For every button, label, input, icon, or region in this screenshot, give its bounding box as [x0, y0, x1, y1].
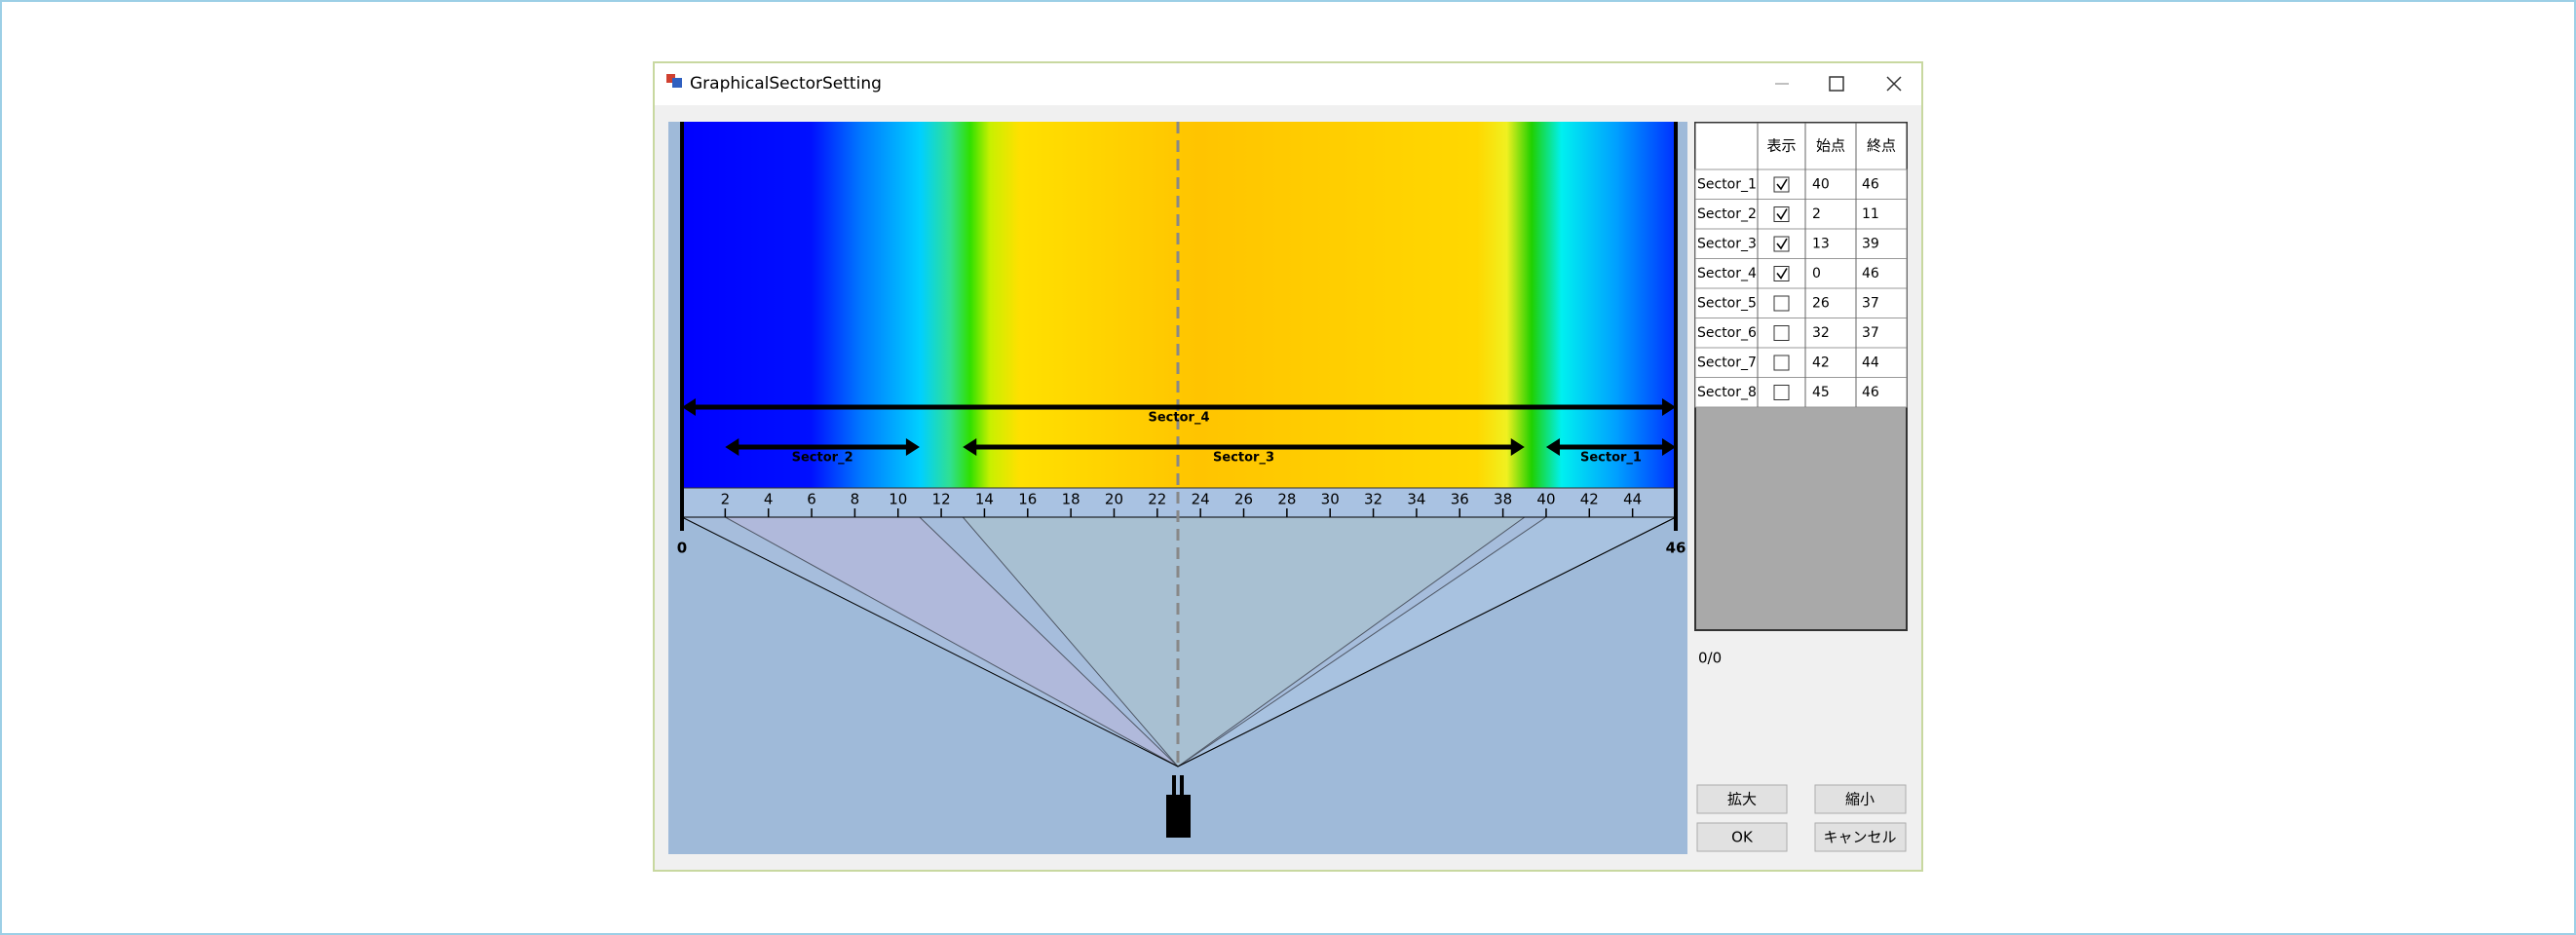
- end-cell: 46: [1862, 176, 1879, 192]
- arrow-head: [1545, 438, 1560, 456]
- check-mark: [1776, 238, 1788, 250]
- table-row: [1694, 287, 1908, 318]
- sector-name: Sector_7: [1697, 355, 1757, 370]
- window-title: GraphicalSectorSetting: [690, 74, 882, 94]
- column-header: 始点: [1816, 137, 1845, 155]
- arrow-head: [1662, 398, 1676, 416]
- maximize-button[interactable]: [1829, 76, 1844, 92]
- end-cell: 11: [1862, 206, 1879, 222]
- tick-label: 12: [932, 491, 951, 508]
- title-bar: [655, 63, 1921, 105]
- sector-name: Sector_2: [1697, 206, 1757, 222]
- arrow-head: [682, 398, 696, 416]
- button-label: 拡大: [1727, 791, 1757, 808]
- button-label: 縮小: [1845, 791, 1875, 808]
- tick-label: 16: [1018, 491, 1037, 508]
- arrow-head: [1510, 438, 1525, 456]
- column-header: 終点: [1867, 137, 1896, 155]
- sector-table: 表示 始点 終点 Sector_1 40 46 Sector_2 2 11 Sector_3 13 3…: [1694, 122, 1908, 408]
- tick-label: 10: [889, 491, 907, 508]
- start-cell: 32: [1812, 325, 1830, 341]
- table-row: [1694, 318, 1908, 349]
- column-header: 表示: [1766, 137, 1796, 155]
- end-cell: 46: [1862, 385, 1879, 400]
- sector-label: Sector_3: [1213, 451, 1274, 466]
- tick-label: 42: [1580, 491, 1599, 508]
- tick-label: 6: [807, 491, 816, 508]
- tick-label: 34: [1407, 491, 1425, 508]
- sector-name: Sector_8: [1697, 385, 1757, 400]
- tick-label: 30: [1321, 491, 1340, 508]
- end-cell: 44: [1862, 355, 1879, 370]
- end-cell: 39: [1862, 236, 1879, 251]
- start-cell: 0: [1812, 266, 1821, 281]
- check-mark: [1776, 208, 1788, 220]
- sector-label: Sector_4: [1149, 411, 1210, 426]
- sector-name: Sector_5: [1697, 295, 1757, 311]
- arrow-head: [725, 438, 739, 456]
- table-row: [1694, 347, 1908, 378]
- sector-name: Sector_1: [1697, 176, 1757, 192]
- table-row: [1694, 258, 1908, 289]
- tick-label: 44: [1623, 491, 1642, 508]
- axis-end-label: 0: [677, 540, 687, 557]
- start-cell: 13: [1812, 236, 1830, 251]
- tick-label: 2: [721, 491, 731, 508]
- tick-label: 14: [975, 491, 994, 508]
- button-label: キャンセル: [1823, 829, 1896, 846]
- tick-label: 40: [1536, 491, 1555, 508]
- arrow-head: [1662, 438, 1676, 456]
- cancel-button[interactable]: キャンセル: [1814, 822, 1907, 852]
- status-text: 0/0: [1698, 650, 1722, 667]
- tick-label: 8: [851, 491, 860, 508]
- zoom-out-button[interactable]: 縮小: [1814, 784, 1907, 814]
- app-icon: [666, 74, 682, 88]
- sector-label: Sector_2: [792, 451, 853, 466]
- tick-label: 24: [1192, 491, 1210, 508]
- zoom-in-button[interactable]: 拡大: [1696, 784, 1788, 814]
- tick-label: 26: [1234, 491, 1253, 508]
- sector-label: Sector_1: [1580, 451, 1642, 466]
- start-cell: 2: [1812, 206, 1821, 222]
- start-cell: 45: [1812, 385, 1830, 400]
- tick-label: 4: [764, 491, 774, 508]
- sector-name: Sector_3: [1697, 236, 1757, 251]
- table-row: [1694, 199, 1908, 230]
- tick-label: 20: [1105, 491, 1123, 508]
- start-cell: 42: [1812, 355, 1830, 370]
- checkbox[interactable]: [1773, 355, 1790, 371]
- start-cell: 26: [1812, 295, 1830, 311]
- arrow-head: [963, 438, 977, 456]
- tick-label: 32: [1364, 491, 1383, 508]
- button-label: OK: [1731, 829, 1754, 846]
- checkbox[interactable]: [1773, 385, 1790, 400]
- end-cell: 46: [1862, 266, 1879, 281]
- close-button[interactable]: [1886, 76, 1902, 92]
- end-cell: 37: [1862, 325, 1879, 341]
- tick-label: 36: [1451, 491, 1469, 508]
- end-cell: 37: [1862, 295, 1879, 311]
- ok-button[interactable]: OK: [1696, 822, 1788, 852]
- heatmap: [682, 122, 1676, 488]
- tick-label: 18: [1062, 491, 1080, 508]
- check-mark: [1776, 268, 1788, 280]
- start-cell: 40: [1812, 176, 1830, 192]
- table-header: [1694, 122, 1908, 170]
- tick-label: 38: [1494, 491, 1512, 508]
- checkbox[interactable]: [1773, 325, 1790, 341]
- table-row: [1694, 168, 1908, 200]
- tick-label: 22: [1148, 491, 1166, 508]
- sensor: [1166, 775, 1191, 838]
- axis-end-label: 46: [1666, 540, 1686, 557]
- arrow-head: [905, 438, 920, 456]
- checkbox[interactable]: [1773, 295, 1790, 312]
- table-row: [1694, 228, 1908, 259]
- check-mark: [1776, 178, 1788, 191]
- sector-name: Sector_4: [1697, 266, 1757, 281]
- sector-name: Sector_6: [1697, 325, 1757, 341]
- tick-label: 28: [1277, 491, 1296, 508]
- table-row: [1694, 377, 1908, 408]
